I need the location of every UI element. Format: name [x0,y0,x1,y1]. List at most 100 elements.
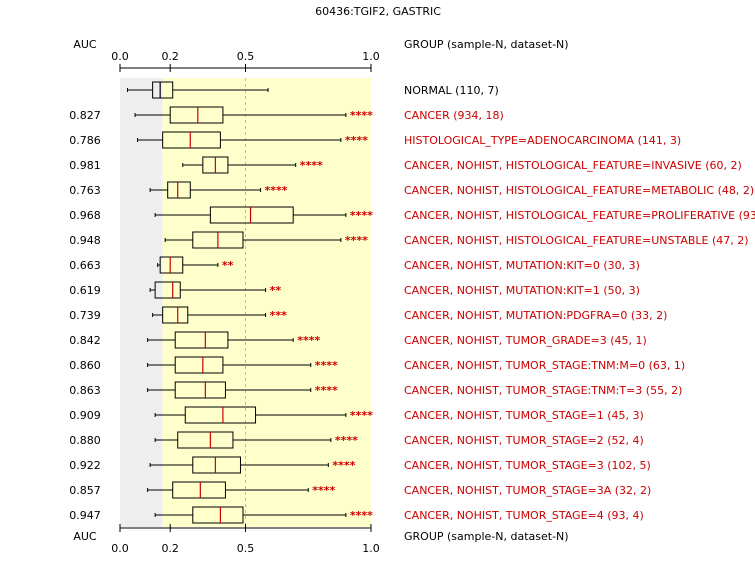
yellow-region [162,78,371,527]
auc-value: 0.786 [69,134,101,147]
auc-header-top: AUC [73,38,97,51]
group-label: CANCER, NOHIST, TUMOR_STAGE=4 (93, 4) [404,509,644,522]
group-label: NORMAL (110, 7) [404,84,499,97]
auc-value: 0.619 [69,284,101,297]
group-header-bottom: GROUP (sample-N, dataset-N) [404,530,569,543]
auc-value: 0.947 [69,509,101,522]
auc-value: 0.842 [69,334,101,347]
box-iqr [172,481,226,499]
significance-stars: **** [335,434,358,447]
x-tick-label-bottom: 0.5 [237,542,255,555]
box-row: 0.968 **** CANCER, NOHIST, HISTOLOGICAL_FE… [69,206,755,224]
x-tick-label-top: 0.2 [161,50,179,63]
group-label: CANCER (934, 18) [404,109,504,122]
group-label: CANCER, NOHIST, HISTOLOGICAL_FEATURE=UNS… [404,234,749,247]
box-iqr [159,256,184,274]
auc-value: 0.909 [69,409,101,422]
significance-stars: **** [332,459,355,472]
significance-stars: **** [300,159,323,172]
x-tick-label-bottom: 0.2 [161,542,179,555]
significance-stars: **** [265,184,288,197]
box-iqr [192,456,241,474]
box-row: 0.880 **** CANCER, NOHIST, TUMOR_STAGE=2 (… [69,431,644,449]
group-label: CANCER, NOHIST, MUTATION:PDGFRA=0 (33, 2… [404,309,667,322]
box-iqr [162,131,221,149]
box-iqr [174,331,229,349]
group-label: CANCER, NOHIST, TUMOR_STAGE=2 (52, 4) [404,434,644,447]
group-label: CANCER, NOHIST, MUTATION:KIT=1 (50, 3) [404,284,640,297]
significance-stars: ** [222,259,234,272]
auc-value: 0.968 [69,209,101,222]
x-tick-label-bottom: 1.0 [362,542,380,555]
box-iqr [177,431,234,449]
auc-value: 0.827 [69,109,101,122]
significance-stars: **** [312,484,335,497]
box-row: 0.909 **** CANCER, NOHIST, TUMOR_STAGE=1 (… [69,406,644,424]
shaded-background [120,78,371,527]
group-label: CANCER, NOHIST, HISTOLOGICAL_FEATURE=MET… [404,184,754,197]
chart-title: 60436:TGIF2, GASTRIC [315,5,441,18]
box-iqr [162,306,189,324]
group-label: CANCER, NOHIST, HISTOLOGICAL_FEATURE=INV… [404,159,742,172]
significance-stars: **** [350,409,373,422]
x-tick-label-bottom: 0.0 [111,542,129,555]
box-row: 0.827 **** CANCER (934, 18) [69,106,504,124]
gray-region [120,78,163,527]
box-row: 0.739 *** CANCER, NOHIST, MUTATION:PDGFRA=… [69,306,667,324]
group-label: CANCER, NOHIST, TUMOR_STAGE:TNM:T=3 (55,… [404,384,682,397]
box-row: 0.786 **** HISTOLOGICAL_TYPE=ADENOCARCINOM… [69,131,681,149]
x-tick-label-top: 1.0 [362,50,380,63]
box-row: 0.947 **** CANCER, NOHIST, TUMOR_STAGE=4 (… [69,506,644,524]
auc-value: 0.948 [69,234,101,247]
significance-stars: **** [315,359,338,372]
box-iqr [192,506,244,524]
box-row: 0.857 **** CANCER, NOHIST, TUMOR_STAGE=3A … [69,481,651,499]
box-row: 0.763 **** CANCER, NOHIST, HISTOLOGICAL_FE… [69,181,754,199]
box-row: 0.663 ** CANCER, NOHIST, MUTATION:KIT=0 (3… [69,256,640,274]
group-label: CANCER, NOHIST, TUMOR_STAGE=3A (32, 2) [404,484,651,497]
box-row: 0.981 **** CANCER, NOHIST, HISTOLOGICAL_FE… [69,156,742,174]
significance-stars: ** [270,284,282,297]
box-row: 0.619 ** CANCER, NOHIST, MUTATION:KIT=1 (5… [69,281,640,299]
auc-header-bottom: AUC [73,530,97,543]
significance-stars: *** [270,309,288,322]
auc-value: 0.663 [69,259,101,272]
group-label: CANCER, NOHIST, TUMOR_STAGE=3 (102, 5) [404,459,651,472]
auc-value: 0.981 [69,159,101,172]
box-row: 0.922 **** CANCER, NOHIST, TUMOR_STAGE=3 (… [69,456,651,474]
auc-value: 0.860 [69,359,101,372]
box-row: 0.842 **** CANCER, NOHIST, TUMOR_GRADE=3 (… [69,331,647,349]
box-iqr [169,106,224,124]
group-label: CANCER, NOHIST, HISTOLOGICAL_FEATURE=PRO… [404,209,755,222]
significance-stars: **** [350,509,373,522]
auc-value: 0.863 [69,384,101,397]
x-axes: 0.0 0.2 0.5 1.0 0.0 0.2 0.5 1.0 [111,50,380,555]
significance-stars: **** [297,334,320,347]
auc-value: 0.857 [69,484,101,497]
group-label: HISTOLOGICAL_TYPE=ADENOCARCINOMA (141, 3… [404,134,681,147]
significance-stars: **** [345,234,368,247]
group-label: CANCER, NOHIST, TUMOR_STAGE:TNM:M=0 (63,… [404,359,685,372]
significance-stars: **** [315,384,338,397]
auc-value: 0.763 [69,184,101,197]
box-iqr [174,356,224,374]
box-row: NORMAL (110, 7) [127,81,499,99]
box-iqr [152,81,174,99]
auc-value: 0.739 [69,309,101,322]
group-label: CANCER, NOHIST, TUMOR_GRADE=3 (45, 1) [404,334,647,347]
box-row: 0.860 **** CANCER, NOHIST, TUMOR_STAGE:TNM… [69,356,685,374]
box-iqr [154,281,181,299]
box-iqr [209,206,294,224]
auc-value: 0.922 [69,459,101,472]
group-header-top: GROUP (sample-N, dataset-N) [404,38,569,51]
significance-stars: **** [350,109,373,122]
significance-stars: **** [350,209,373,222]
auc-value: 0.880 [69,434,101,447]
group-label: CANCER, NOHIST, MUTATION:KIT=0 (30, 3) [404,259,640,272]
box-rows: NORMAL (110, 7)0.827 **** CANCER (934, 18)… [69,81,755,524]
box-iqr [167,181,191,199]
significance-stars: **** [345,134,368,147]
box-iqr [174,381,226,399]
box-row: 0.948 **** CANCER, NOHIST, HISTOLOGICAL_FE… [69,231,749,249]
